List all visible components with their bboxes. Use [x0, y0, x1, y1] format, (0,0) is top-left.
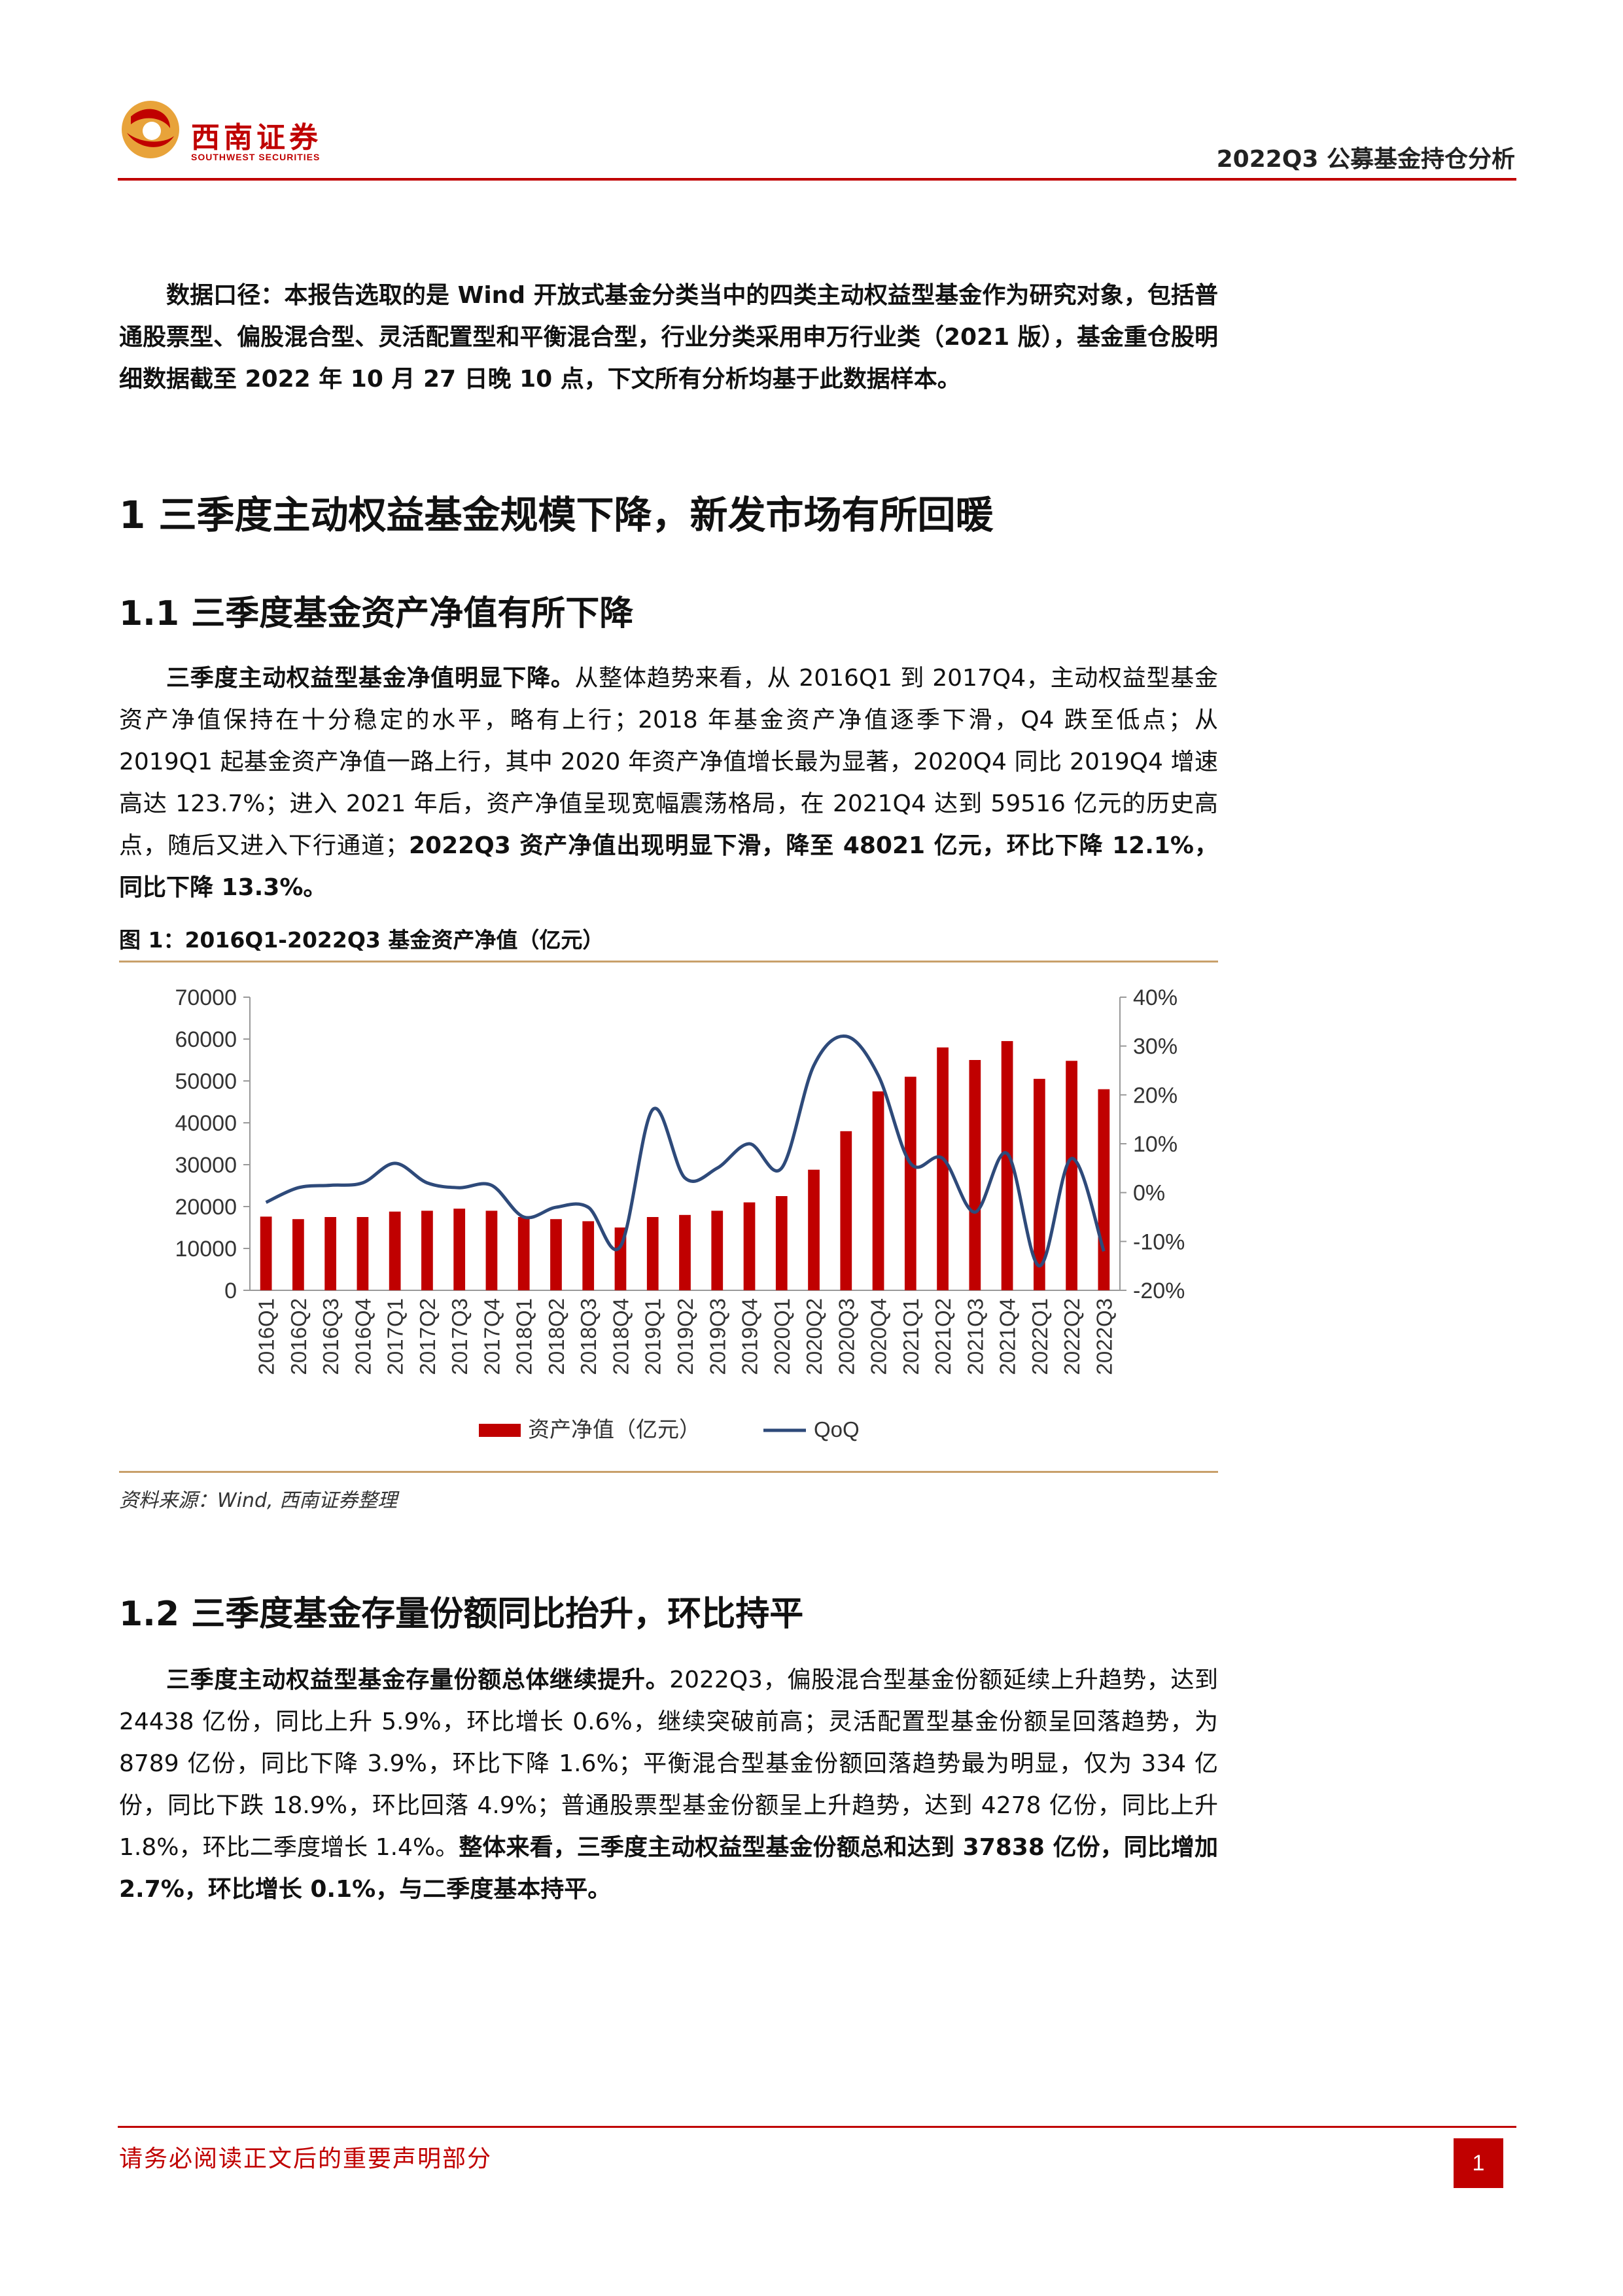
section-1-1-lead: 三季度主动权益型基金净值明显下降。	[166, 665, 575, 692]
section-1-2-body: 2022Q3，偏股混合型基金份额延续上升趋势，达到 24438 亿份，同比上升 …	[119, 1667, 1218, 1861]
section-1-2-tail: 整体来看，三季度主动权益型基金份额总和达到 37838 亿份，同比增加 2.7%…	[119, 1834, 1218, 1903]
x-axis-tick-label: 2018Q4	[608, 1298, 633, 1375]
section-1-2-heading: 1.2 三季度基金存量份额同比抬升，环比持平	[119, 1595, 804, 1634]
nav-chart: 0 10000 20000 30000 40000 50000 60000 70000 -20%…	[175, 985, 1185, 1441]
section-1-2-paragraph: 三季度主动权益型基金存量份额总体继续提升。2022Q3，偏股混合型基金份额延续上…	[119, 1659, 1218, 1911]
figure-top-rule	[119, 961, 1218, 963]
footer-divider	[118, 2126, 1516, 2128]
section-1-1-body: 从整体趋势来看，从 2016Q1 到 2017Q4，主动权益型基金资产净值保持在…	[119, 665, 1218, 859]
x-axis-tick-label: 2016Q2	[287, 1298, 311, 1375]
legend-label-qoq: QoQ	[814, 1417, 860, 1441]
nav-bar-2022Q3	[1098, 1089, 1110, 1290]
nav-bar-2020Q4	[872, 1091, 884, 1290]
legend-swatch-nav	[479, 1424, 521, 1437]
nav-bar-2017Q1	[389, 1211, 401, 1290]
x-axis-tick-label: 2021Q2	[931, 1298, 955, 1375]
report-title: 2022Q3 公募基金持仓分析	[1216, 146, 1515, 173]
left-axis-tick-label: 20000	[175, 1195, 237, 1220]
nav-bar-2019Q3	[711, 1210, 724, 1290]
x-axis-tick-label: 2021Q3	[963, 1298, 987, 1375]
x-axis-tick-label: 2020Q3	[834, 1298, 858, 1375]
footer-disclaimer-notice: 请务必阅读正文后的重要声明部分	[119, 2146, 493, 2172]
right-axis-tick-label: 30%	[1133, 1034, 1178, 1059]
x-axis-tick-label: 2020Q1	[770, 1298, 794, 1375]
right-axis-tick-label: -10%	[1133, 1229, 1185, 1254]
nav-bar-2021Q4	[1001, 1041, 1013, 1290]
section-1-1-tail: 2022Q3 资产净值出现明显下滑，降至 48021 亿元，环比下降 12.1%…	[119, 832, 1218, 901]
x-axis-tick-label: 2017Q2	[415, 1298, 440, 1375]
right-axis-tick-label: -20%	[1133, 1279, 1185, 1303]
nav-bar-2022Q1	[1033, 1078, 1045, 1290]
nav-bar-2021Q1	[904, 1076, 916, 1290]
nav-bar-2016Q4	[357, 1217, 369, 1290]
legend-label-nav: 资产净值（亿元）	[528, 1417, 701, 1441]
right-axis-tick-label: 10%	[1133, 1132, 1178, 1157]
nav-bar-2020Q3	[840, 1131, 852, 1290]
logo-text-cn: 西南证券	[191, 121, 322, 154]
x-axis-tick-label: 2018Q1	[512, 1298, 536, 1375]
nav-bar-2016Q3	[324, 1217, 337, 1290]
left-axis-tick-label: 10000	[175, 1237, 237, 1262]
nav-bar-2017Q4	[485, 1210, 498, 1290]
nav-bar-2018Q2	[550, 1219, 562, 1290]
left-axis-tick-label: 40000	[175, 1111, 237, 1136]
x-axis-tick-label: 2019Q4	[738, 1298, 762, 1375]
x-axis-tick-label: 2022Q1	[1028, 1298, 1052, 1375]
x-axis-tick-label: 2017Q4	[480, 1298, 504, 1375]
left-axis-tick-label: 0	[224, 1279, 237, 1303]
nav-bar-2017Q3	[453, 1209, 466, 1290]
figure-bottom-rule	[119, 1471, 1218, 1473]
nav-bar-2016Q1	[260, 1216, 272, 1290]
x-axis-tick-label: 2018Q3	[576, 1298, 601, 1375]
intro-paragraph: 数据口径：本报告选取的是 Wind 开放式基金分类当中的四类主动权益型基金作为研…	[119, 275, 1218, 400]
logo: 西南证券 SOUTHWEST SECURITIES	[118, 97, 319, 165]
x-axis-tick-label: 2017Q3	[447, 1298, 472, 1375]
x-axis-tick-label: 2020Q4	[867, 1298, 891, 1375]
nav-bar-2018Q1	[517, 1217, 530, 1290]
x-axis-tick-label: 2022Q3	[1092, 1298, 1116, 1375]
x-axis-tick-label: 2019Q1	[641, 1298, 665, 1375]
section-1-2-lead: 三季度主动权益型基金存量份额总体继续提升。	[166, 1667, 670, 1693]
section-1-heading: 1 三季度主动权益基金规模下降，新发市场有所回暖	[119, 493, 994, 537]
x-axis-tick-label: 2016Q4	[351, 1298, 375, 1375]
nav-bar-2017Q2	[421, 1210, 433, 1290]
x-axis-tick-label: 2016Q3	[319, 1298, 343, 1375]
x-axis-tick-label: 2018Q2	[544, 1298, 568, 1375]
intro-text: 数据口径：本报告选取的是 Wind 开放式基金分类当中的四类主动权益型基金作为研…	[119, 282, 1218, 393]
x-axis-tick-label: 2019Q2	[673, 1298, 697, 1375]
x-axis-tick-label: 2017Q1	[383, 1298, 408, 1375]
page-number: 1	[1454, 2138, 1503, 2188]
figure-1-source: 资料来源：Wind, 西南证券整理	[119, 1489, 398, 1512]
logo-emblem-icon	[122, 101, 179, 158]
nav-bar-2016Q2	[292, 1219, 304, 1290]
qoq-series-line	[265, 1034, 1106, 1268]
nav-bar-2018Q3	[582, 1221, 595, 1290]
x-axis-tick-label: 2016Q1	[254, 1298, 279, 1375]
logo-text-en: SOUTHWEST SECURITIES	[191, 152, 321, 162]
left-axis-tick-label: 50000	[175, 1069, 237, 1094]
x-axis-tick-label: 2022Q2	[1060, 1298, 1084, 1375]
left-axis-tick-label: 60000	[175, 1027, 237, 1052]
nav-bar-2020Q1	[775, 1196, 788, 1290]
right-axis-tick-label: 40%	[1133, 985, 1178, 1010]
nav-bar-2019Q2	[679, 1214, 691, 1290]
right-axis-tick-label: 0%	[1133, 1181, 1165, 1206]
nav-bar-2021Q3	[969, 1060, 981, 1290]
x-axis-tick-label: 2020Q2	[802, 1298, 826, 1375]
x-axis-tick-label: 2021Q4	[996, 1298, 1020, 1375]
nav-bar-2022Q2	[1066, 1061, 1077, 1290]
header-divider	[118, 178, 1516, 181]
x-axis-tick-label: 2021Q1	[899, 1298, 923, 1375]
left-axis-tick-label: 30000	[175, 1153, 237, 1178]
x-axis-tick-label: 2019Q3	[705, 1298, 729, 1375]
nav-bar-2019Q1	[646, 1217, 659, 1290]
section-1-1-heading: 1.1 三季度基金资产净值有所下降	[119, 594, 634, 633]
section-1-1-paragraph: 三季度主动权益型基金净值明显下降。从整体趋势来看，从 2016Q1 到 2017…	[119, 658, 1218, 909]
nav-bar-2019Q4	[743, 1202, 756, 1290]
nav-bar-2021Q2	[937, 1047, 949, 1290]
nav-bar-2020Q2	[808, 1169, 820, 1290]
right-axis-tick-label: 20%	[1133, 1083, 1178, 1108]
left-axis-tick-label: 70000	[175, 985, 237, 1010]
figure-1-title: 图 1：2016Q1-2022Q3 基金资产净值（亿元）	[119, 927, 604, 953]
